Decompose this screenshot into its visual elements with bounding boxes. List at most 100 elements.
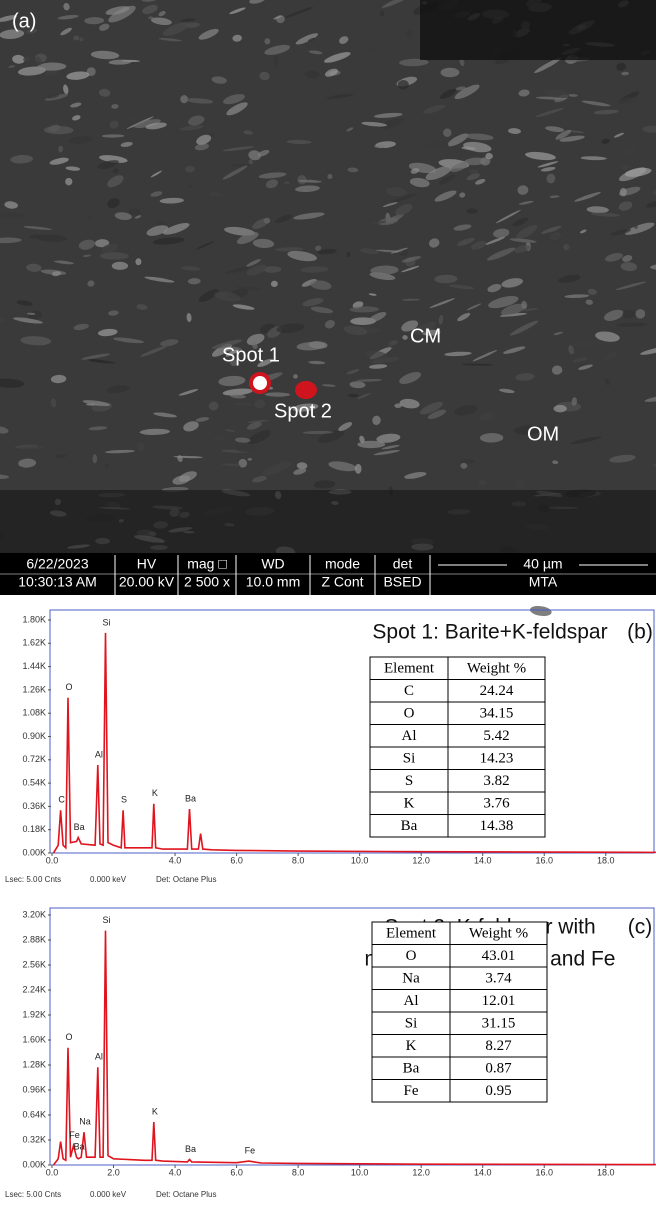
info-text: Z Cont [321, 574, 363, 590]
peak-label: O [65, 1032, 72, 1042]
table-cell: Weight % [469, 926, 528, 942]
table-cell: Al [402, 728, 417, 744]
table-cell: 12.01 [482, 993, 516, 1009]
x-tick-label: 2.0 [107, 1167, 120, 1177]
table-cell: K [404, 796, 415, 812]
chart-title: Spot 1: Barite+K-feldspar [372, 621, 607, 644]
info-text: 2 500 x [184, 574, 230, 590]
table-cell: 0.95 [485, 1083, 511, 1099]
peak-label: K [152, 1106, 158, 1116]
spot-label: Spot 1 [222, 344, 280, 366]
grain [554, 405, 567, 412]
peak-label: C [58, 795, 65, 805]
peak-label: K [152, 788, 158, 798]
peak-label: Ba [185, 1144, 196, 1154]
info-text: 10:30:13 AM [18, 574, 97, 590]
peak-label: Ba [185, 793, 196, 803]
peak-label: S [121, 795, 127, 805]
info-text: BSED [383, 574, 421, 590]
table-cell: 31.15 [482, 1016, 516, 1032]
x-tick-label: 6.0 [230, 1167, 243, 1177]
grain [441, 68, 460, 78]
info-text: 20.00 kV [119, 574, 175, 590]
scale-text: 40 µm [523, 556, 562, 572]
y-tick-label: 2.88K [22, 934, 46, 944]
x-tick-label: 12.0 [412, 855, 430, 865]
footer-text: Det: Octane Plus [156, 875, 216, 884]
footer-text: Lsec: 5.0 [5, 875, 38, 884]
y-tick-label: 1.62K [22, 638, 46, 648]
table-cell: Weight % [467, 661, 526, 677]
table-cell: 3.76 [483, 796, 510, 812]
panel-label: (a) [12, 10, 36, 32]
info-text: det [393, 556, 413, 572]
y-tick-label: 0.32K [22, 1134, 46, 1144]
y-tick-label: 0.90K [22, 731, 46, 741]
peak-label: Si [103, 617, 111, 627]
x-tick-label: 16.0 [535, 855, 553, 865]
y-tick-label: 0.64K [22, 1109, 46, 1119]
table-cell: 43.01 [482, 948, 516, 964]
table-cell: 8.27 [485, 1038, 512, 1054]
table-cell: Element [384, 661, 435, 677]
y-tick-label: 1.08K [22, 708, 46, 718]
table-cell: Si [405, 1016, 418, 1032]
spot-label: Spot 2 [274, 400, 332, 422]
info-text: HV [137, 556, 157, 572]
y-tick-label: 1.28K [22, 1059, 46, 1069]
region-label: OM [527, 423, 559, 445]
table-cell: 14.38 [480, 818, 514, 834]
dark-band [0, 490, 656, 553]
x-tick-label: 0.0 [46, 1167, 59, 1177]
y-tick-label: 1.60K [22, 1034, 46, 1044]
x-tick-label: 4.0 [169, 1167, 182, 1177]
x-tick-label: 10.0 [351, 1167, 369, 1177]
grain [529, 605, 552, 618]
figure: (a) Spot 1 Spot 2 CM OM 6/22/202310:30:1… [0, 0, 656, 1209]
plot-frame [50, 908, 654, 1165]
table-cell: K [406, 1038, 417, 1054]
x-tick-label: 16.0 [535, 1167, 553, 1177]
table-cell: Ba [401, 818, 418, 834]
table-cell: 3.82 [483, 773, 509, 789]
table-cell: 34.15 [480, 706, 514, 722]
y-tick-label: 2.24K [22, 984, 46, 994]
footer-text: Det: Octane Plus [156, 1190, 216, 1199]
table-cell: Element [386, 926, 437, 942]
plot-frame [50, 610, 654, 853]
x-tick-label: 10.0 [351, 855, 369, 865]
peak-label: Si [103, 915, 111, 925]
y-tick-label: 3.20K [22, 909, 46, 919]
peak-label: Na [79, 1117, 91, 1127]
info-text: 10.0 mm [246, 574, 300, 590]
peak-label: O [65, 682, 72, 692]
spot-1-marker [251, 374, 269, 392]
y-tick-label: 0.00K [22, 1159, 46, 1169]
spot-2-marker [295, 381, 317, 399]
footer-text: 0 Cnts [38, 1190, 61, 1199]
x-tick-label: 8.0 [292, 855, 305, 865]
info-text: MTA [529, 574, 558, 590]
info-text: mag □ [187, 556, 227, 572]
footer-text: 0.000 keV [90, 1190, 127, 1199]
y-tick-label: 1.44K [22, 661, 46, 671]
grain [65, 178, 72, 186]
table-cell: O [406, 948, 417, 964]
x-tick-label: 8.0 [292, 1167, 305, 1177]
sem-image [0, 0, 656, 553]
peak-label: Fe [245, 1145, 256, 1155]
peak-label: Al [95, 1052, 103, 1062]
table-cell: Si [403, 751, 416, 767]
y-tick-label: 1.26K [22, 684, 46, 694]
x-tick-label: 4.0 [169, 855, 182, 865]
y-tick-label: 0.36K [22, 801, 46, 811]
x-tick-label: 14.0 [474, 1167, 492, 1177]
footer-text: 0 Cnts [38, 875, 61, 884]
table-cell: 24.24 [480, 683, 514, 699]
y-tick-label: 0.00K [22, 847, 46, 857]
table-cell: O [404, 706, 415, 722]
region-label: CM [410, 325, 441, 347]
table-cell: 0.87 [485, 1061, 512, 1077]
table-cell: Al [404, 993, 419, 1009]
spectrum [54, 633, 656, 853]
